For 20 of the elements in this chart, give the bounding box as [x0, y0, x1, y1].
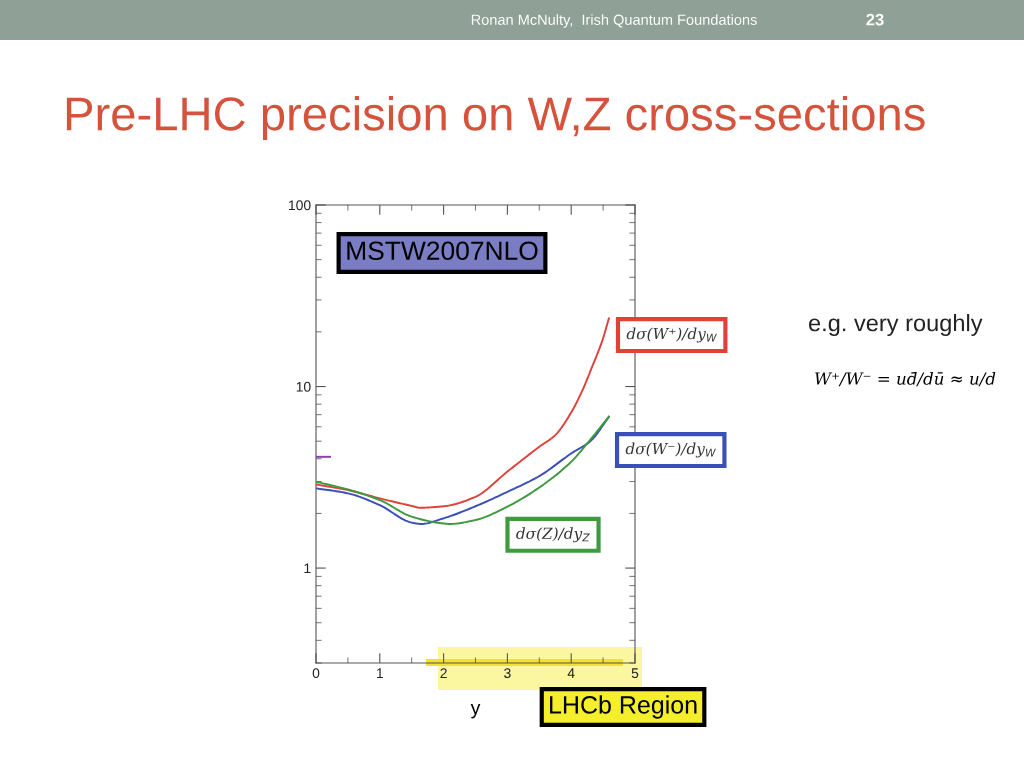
- text: e.g. very roughly: [809, 313, 983, 336]
- y-tick-label: 10: [296, 381, 311, 392]
- x-tick-label: 3: [504, 668, 511, 679]
- x-tick-label: 2: [440, 668, 447, 678]
- x-tick-label: 1: [377, 668, 383, 678]
- text: W⁺/W⁻ = ud̄/dū ≈ u/d: [815, 371, 996, 387]
- y-tick-label: 1: [304, 563, 311, 574]
- series-label: dσ(W⁺)/dy$_{W}$: [626, 327, 717, 343]
- text: Ronan McNulty, Irish Quantum Foundations: [471, 14, 757, 28]
- x-tick-label: 4: [567, 668, 575, 678]
- chart-title: Pre-LHC precision on W,Z cross-sections: [66, 95, 925, 141]
- x-tick-label: 0: [312, 668, 320, 679]
- text: LHCb Region: [550, 695, 697, 719]
- x-tick-label: 5: [631, 668, 639, 679]
- annotation: MSTW2007NLO: [347, 241, 538, 261]
- x-axis-title: y: [470, 704, 481, 719]
- series-label: dσ(Z)/dy$_{Z}$: [516, 527, 590, 543]
- y-tick-label: 100: [289, 200, 311, 211]
- series-label: dσ(W⁻)/dy$_{W}$: [625, 442, 716, 458]
- text: 23: [866, 13, 884, 26]
